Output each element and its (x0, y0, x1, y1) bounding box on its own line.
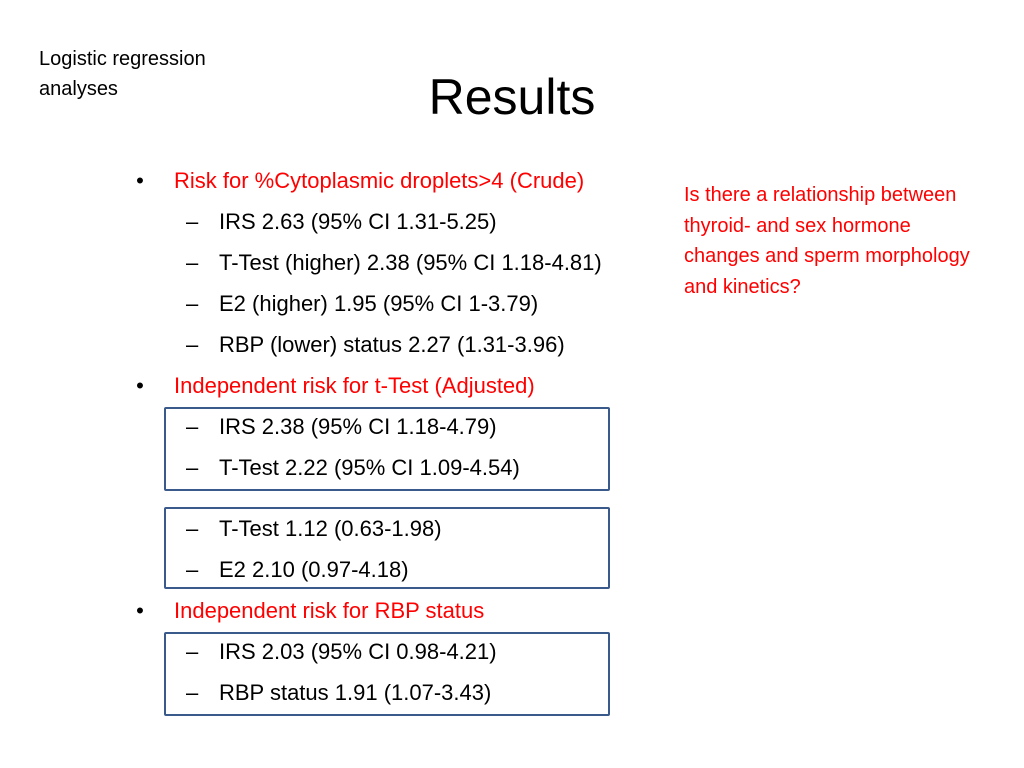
dash-marker: – (186, 414, 199, 439)
highlight-box (164, 507, 610, 589)
side-note: Is there a relationship between thyroid-… (684, 184, 970, 298)
corner-label: Logistic regression analyses (39, 44, 259, 104)
sub-item-text: T-Test 1.12 (0.63-1.98) (219, 516, 442, 541)
sub-item-text: RBP status 1.91 (1.07-3.43) (219, 680, 492, 705)
dash-marker: – (186, 516, 199, 541)
dash-marker: – (186, 250, 199, 275)
slide-title: Results (428, 69, 596, 125)
dash-marker: – (186, 209, 199, 234)
dash-marker: – (186, 557, 199, 582)
corner-label-line1: Logistic regression (39, 48, 206, 70)
bullet-text: Independent risk for t-Test (Adjusted) (174, 373, 535, 398)
sub-item-text: E2 (higher) 1.95 (95% CI 1-3.79) (219, 291, 539, 316)
corner-label-line2: analyses (39, 78, 118, 100)
sub-item-text: IRS 2.38 (95% CI 1.18-4.79) (219, 414, 497, 439)
highlight-box (164, 407, 610, 491)
sub-item-text: E2 2.10 (0.97-4.18) (219, 557, 409, 582)
bullet-marker: • (136, 598, 144, 623)
sub-item-text: RBP (lower) status 2.27 (1.31-3.96) (219, 332, 565, 357)
sub-item-text: T-Test (higher) 2.38 (95% CI 1.18-4.81) (219, 250, 602, 275)
bullet-marker: • (136, 373, 144, 398)
sub-item-text: T-Test 2.22 (95% CI 1.09-4.54) (219, 455, 520, 480)
dash-marker: – (186, 455, 199, 480)
sub-item-text: IRS 2.63 (95% CI 1.31-5.25) (219, 209, 497, 234)
sub-item-text: IRS 2.03 (95% CI 0.98-4.21) (219, 639, 497, 664)
bullet-marker: • (136, 168, 144, 193)
bullet-text: Risk for %Cytoplasmic droplets>4 (Crude) (174, 168, 585, 193)
dash-marker: – (186, 639, 199, 664)
highlight-box (164, 632, 610, 716)
dash-marker: – (186, 680, 199, 705)
dash-marker: – (186, 291, 199, 316)
bullet-text: Independent risk for RBP status (174, 598, 485, 623)
dash-marker: – (186, 332, 199, 357)
